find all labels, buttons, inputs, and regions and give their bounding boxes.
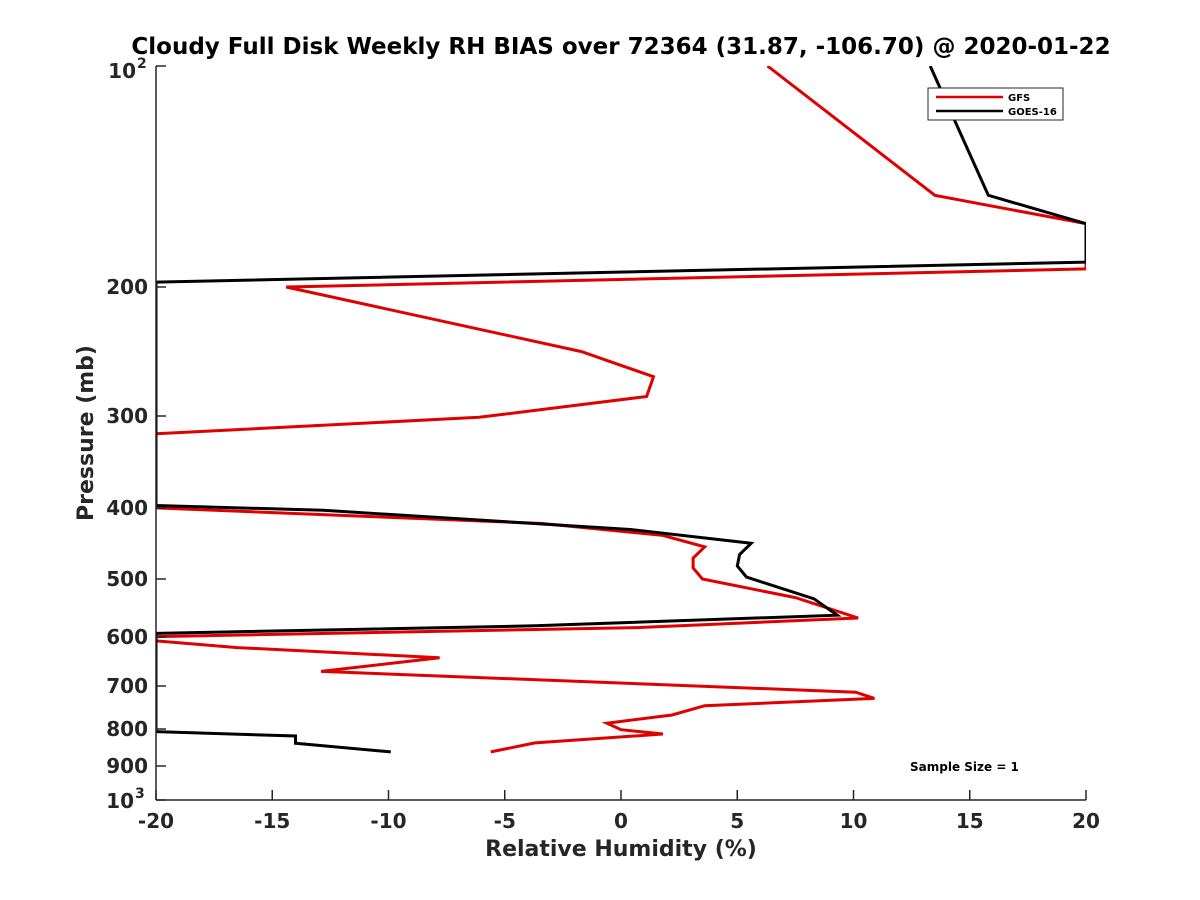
axes (155, 66, 1086, 801)
legend-box (927, 87, 1064, 121)
legend-label-gfs: GFS (1008, 93, 1030, 104)
y-tick-label-bottom-base: 10 (106, 789, 134, 813)
x-axis-label: Relative Humidity (%) (485, 837, 757, 862)
y-axis-label: Pressure (mb) (74, 345, 99, 521)
y-tick-label-top-exp: 2 (137, 56, 147, 72)
x-tick-label: 20 (1072, 809, 1100, 833)
y-tick-label-500: 500 (106, 567, 148, 591)
chart-title: Cloudy Full Disk Weekly RH BIAS over 723… (131, 34, 1110, 60)
y-tick-label-700: 700 (106, 674, 148, 698)
series-layer (156, 66, 1086, 754)
y-ticks: 10 2 200 300 400 500 600 700 800 900 10 … (106, 56, 166, 813)
legend-label-goes16: GOES-16 (1008, 107, 1057, 118)
y-tick-label-900: 900 (106, 754, 148, 778)
y-tick-label-300: 300 (106, 404, 148, 428)
x-tick-label: 10 (840, 809, 868, 833)
y-tick-label-200: 200 (106, 275, 148, 299)
x-tick-label: -10 (370, 809, 406, 833)
goes16-series-line (156, 66, 1086, 754)
x-tick-label: -20 (138, 809, 174, 833)
y-tick-label-800: 800 (106, 717, 148, 741)
x-tick-label: 0 (614, 809, 628, 833)
gfs-series-line (156, 66, 1086, 754)
x-tick-label: 15 (956, 809, 984, 833)
sample-size-annotation: Sample Size = 1 (910, 760, 1019, 774)
x-tick-label: 5 (730, 809, 744, 833)
x-tick-label: -5 (494, 809, 516, 833)
legend: GFS GOES-16 (927, 87, 1064, 121)
x-ticks: -20 -15 -10 -5 0 5 10 15 20 (138, 790, 1100, 833)
x-tick-label: -15 (254, 809, 290, 833)
y-tick-label-top-base: 10 (108, 59, 136, 83)
y-tick-label-bottom-exp: 3 (135, 786, 145, 802)
y-tick-label-600: 600 (106, 625, 148, 649)
y-tick-label-400: 400 (106, 496, 148, 520)
